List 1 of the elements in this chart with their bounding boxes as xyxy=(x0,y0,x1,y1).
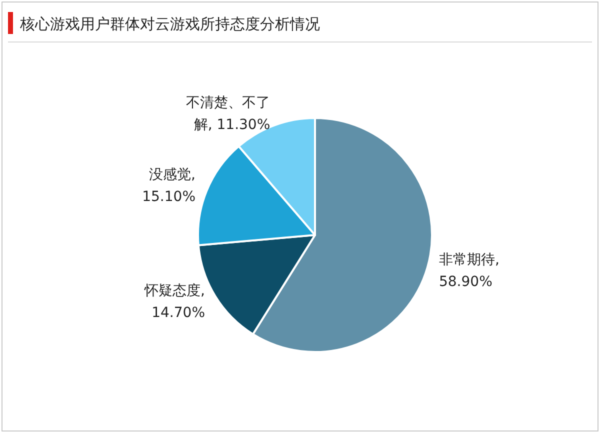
chart-title: 核心游戏用户群体对云游戏所持态度分析情况 xyxy=(19,15,320,33)
